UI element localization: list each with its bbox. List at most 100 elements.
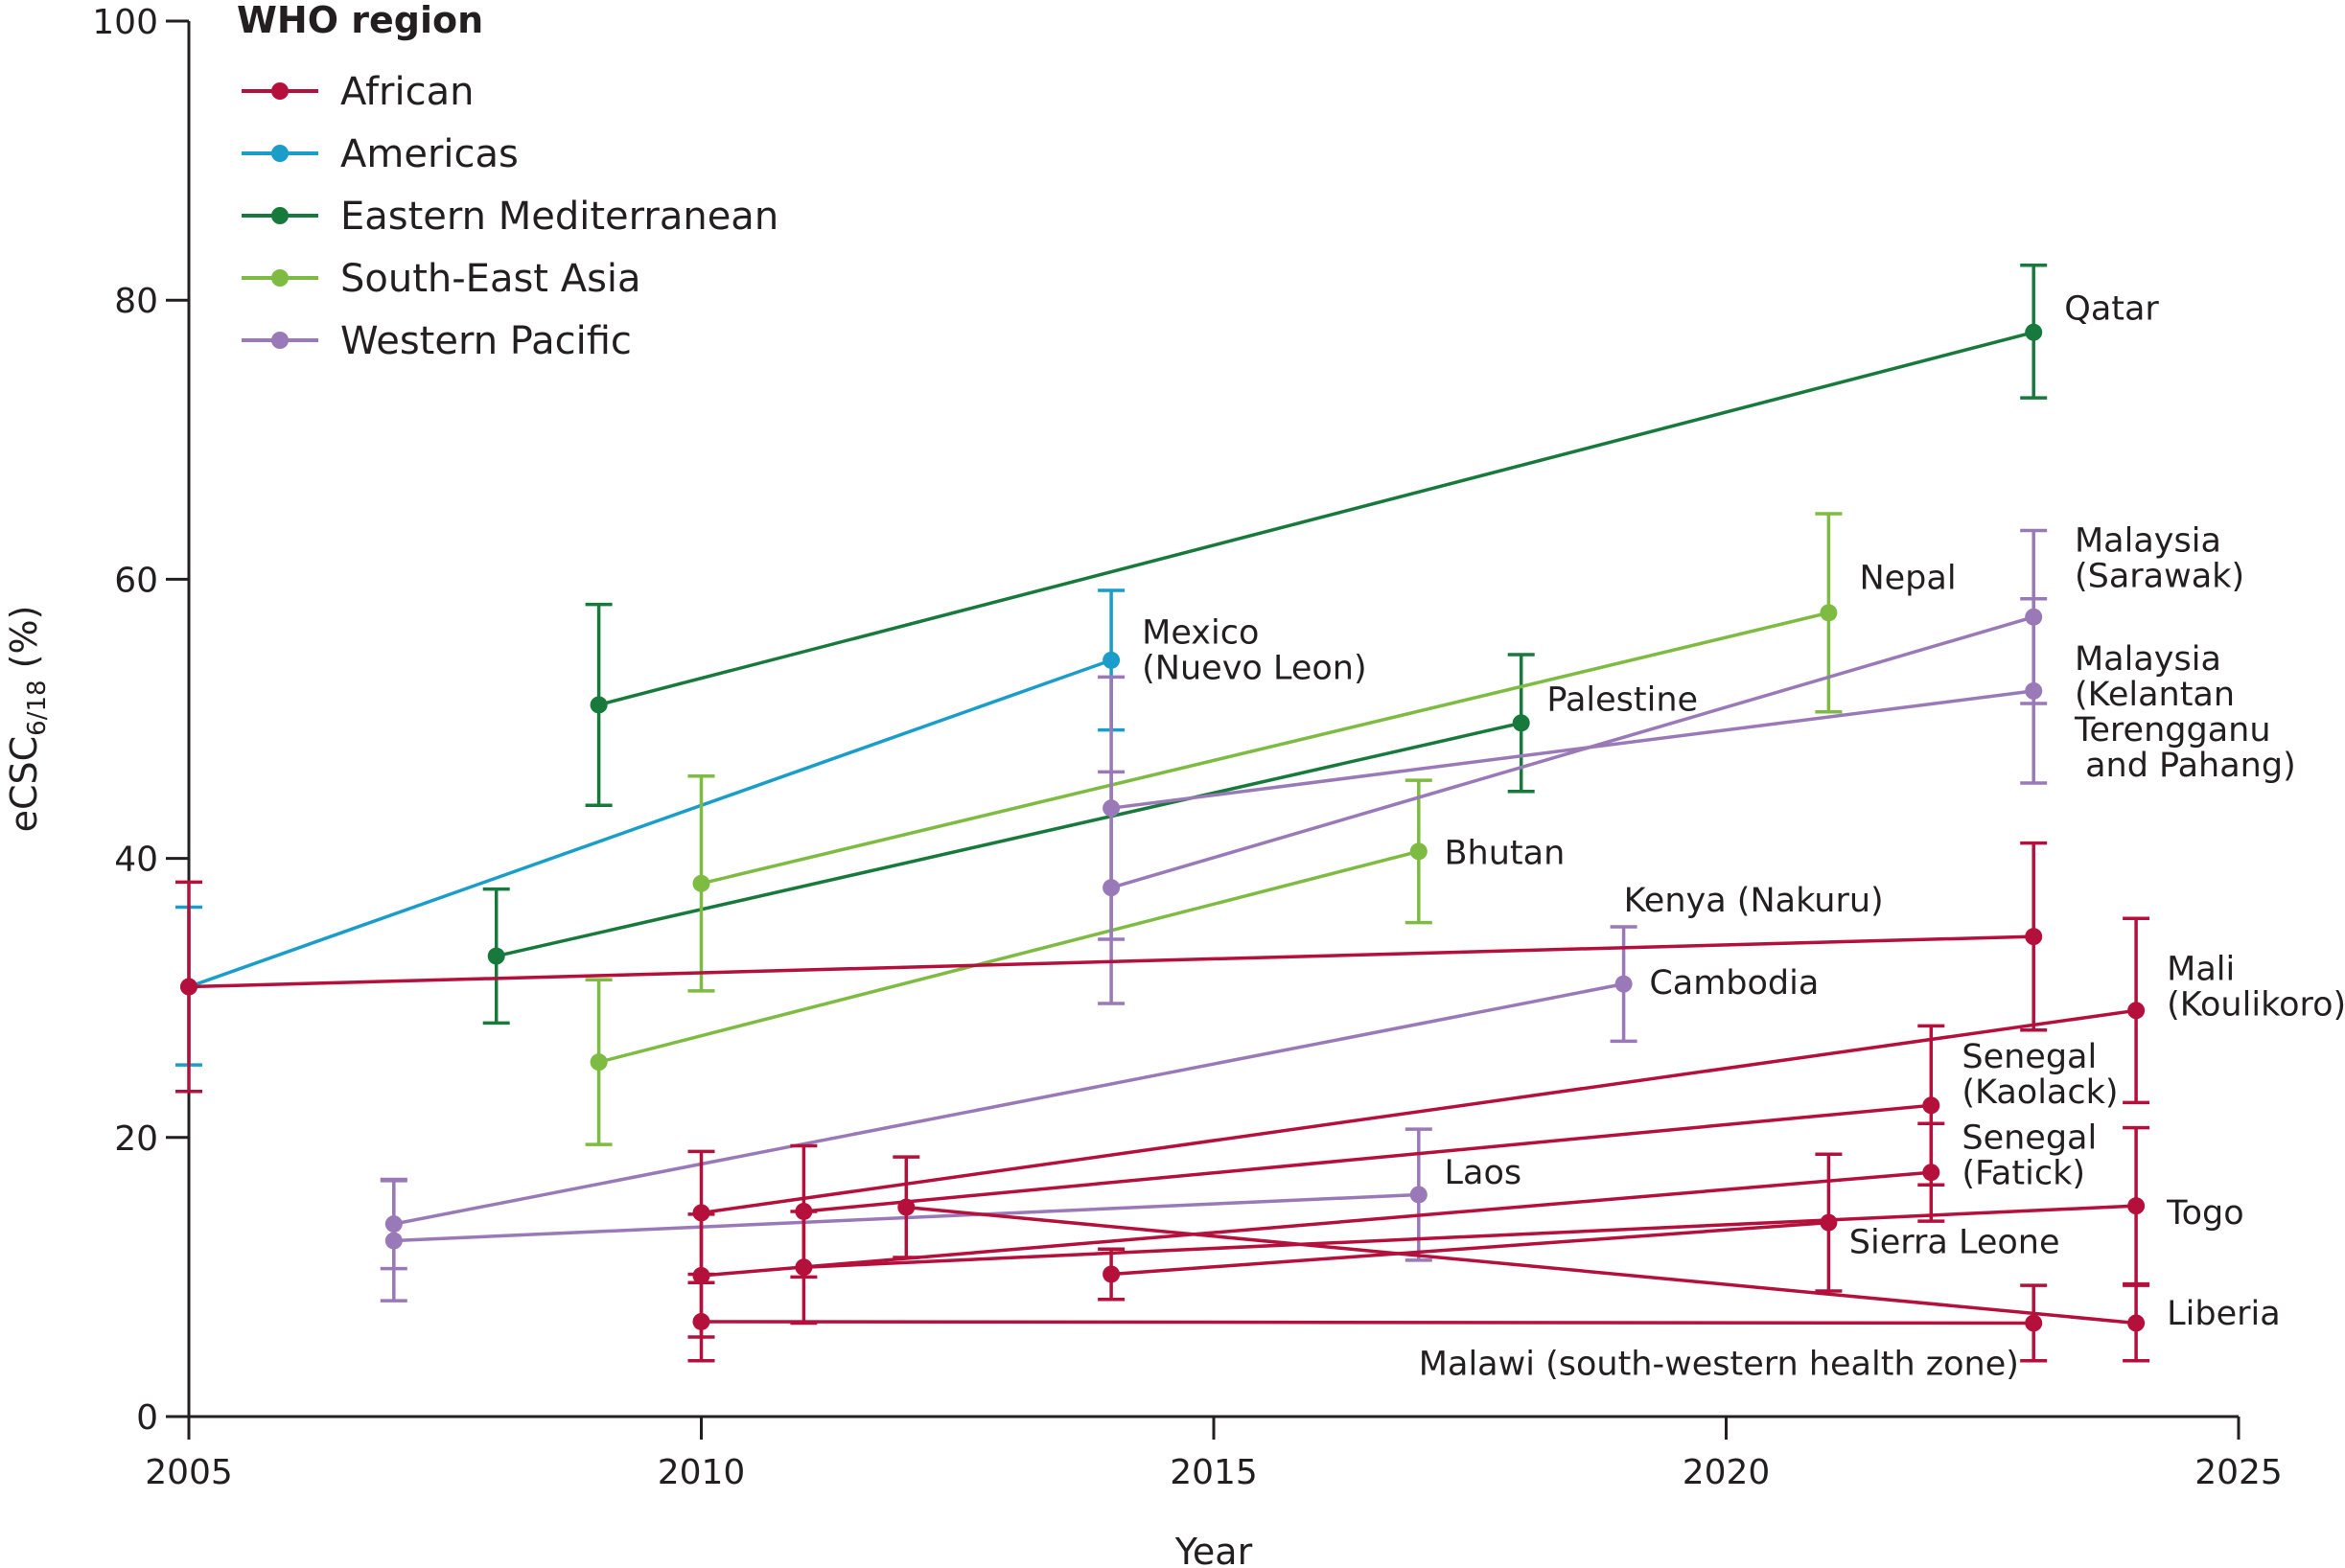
- series: [893, 1155, 2150, 1363]
- country-label: Kenya (Nakuru): [1624, 882, 1884, 920]
- legend-item: Western Pacific: [242, 319, 632, 363]
- data-point: [1512, 714, 1530, 732]
- country-label: Mexico (Nuevo Leon): [1142, 613, 1366, 687]
- data-point: [2127, 1197, 2146, 1215]
- country-label: Laos: [1445, 1154, 1522, 1192]
- country-label-line: Senegal: [1962, 1118, 2097, 1157]
- legend-item: African: [242, 70, 474, 114]
- series: [687, 1121, 1945, 1339]
- country-label: Nepal: [1859, 560, 1956, 598]
- country-label-line: Qatar: [2064, 290, 2159, 329]
- country-label: Sierra Leone: [1849, 1224, 2060, 1262]
- country-label-line: (Kelantan: [2075, 676, 2235, 714]
- legend-swatch-marker: [271, 269, 289, 287]
- data-point: [2127, 1314, 2146, 1332]
- country-label-line: (Nuevo Leon): [1142, 649, 1366, 687]
- legend-swatch-marker: [271, 145, 289, 162]
- y-tick-label: 80: [114, 282, 158, 321]
- legend-item: South-East Asia: [242, 257, 641, 301]
- data-point: [1922, 1096, 1940, 1115]
- series-line: [393, 981, 1624, 1226]
- data-point: [590, 696, 608, 714]
- data-point: [2025, 681, 2043, 700]
- series: [175, 588, 1126, 1067]
- legend-swatch-marker: [271, 332, 289, 349]
- x-tick-label: 2020: [1683, 1453, 1771, 1492]
- y-tick-label: 20: [114, 1119, 158, 1159]
- country-label-line: Mexico: [1142, 613, 1259, 652]
- y-tick-label: 60: [114, 561, 158, 600]
- data-point: [2025, 1314, 2043, 1332]
- country-label-line: Palestine: [1546, 680, 1698, 719]
- y-tick-label: 0: [136, 1398, 158, 1438]
- series-line: [598, 849, 1420, 1064]
- country-label: Senegal (Kaolack): [1962, 1038, 2118, 1112]
- data-point: [180, 978, 197, 996]
- country-label-line: Mali: [2167, 950, 2235, 988]
- country-label-line: Malaysia: [2075, 640, 2221, 679]
- series: [482, 653, 1535, 1026]
- y-axis-title-subscript: 6/18: [23, 680, 52, 735]
- country-label-line: Liberia: [2167, 1295, 2281, 1333]
- series-line: [598, 330, 2034, 707]
- x-tick-label: 2010: [658, 1453, 746, 1492]
- country-label-line: Malawi (south-western health zone): [1419, 1345, 2019, 1383]
- label-layer: Qatar Malaysia (Sarawak) Nepal Mexico (Nuevo …: [1142, 290, 2345, 1384]
- series: [687, 512, 1843, 993]
- legend-title: WHO region: [237, 0, 483, 41]
- x-axis-title: Year: [1174, 1531, 1253, 1568]
- series: [1098, 1152, 1843, 1302]
- country-label-line: Senegal: [1962, 1038, 2097, 1076]
- series-line: [701, 1008, 2137, 1215]
- country-label: Malaysia (Kelantan Terengganu and Pahang): [2074, 640, 2296, 785]
- series: [585, 778, 1432, 1146]
- series-line: [906, 1205, 2137, 1326]
- y-tick-label: 40: [114, 841, 158, 880]
- country-label-line: Sierra Leone: [1849, 1224, 2060, 1262]
- series-layer: [175, 264, 2150, 1363]
- country-label-line: Terengganu: [2074, 711, 2271, 749]
- country-label-line: Bhutan: [1445, 834, 1566, 872]
- country-label-line: (Fatick): [1962, 1154, 2085, 1192]
- legend: WHO region African Americas Eastern Mediter…: [237, 0, 778, 363]
- series: [1098, 597, 2048, 941]
- country-label: Malaysia (Sarawak): [2075, 521, 2244, 595]
- data-point: [590, 1053, 608, 1072]
- data-point: [1409, 1186, 1428, 1204]
- series-line: [1110, 689, 2034, 810]
- data-point: [1103, 1265, 1121, 1283]
- country-label-line: Nepal: [1859, 560, 1956, 598]
- legend-swatch-marker: [271, 82, 289, 100]
- data-point: [692, 1312, 710, 1330]
- legend-label: South-East Asia: [340, 257, 641, 301]
- legend-label: Eastern Mediterranean: [340, 195, 778, 239]
- data-point: [1820, 1213, 1838, 1232]
- series-line: [803, 1204, 2137, 1269]
- country-label: Bhutan: [1445, 834, 1566, 872]
- y-axis-title-unit: (%): [3, 606, 45, 680]
- data-point: [1614, 975, 1633, 993]
- data-point: [1103, 651, 1121, 669]
- country-label: Mali (Koulikoro): [2167, 950, 2345, 1024]
- legend-swatch-marker: [271, 207, 289, 224]
- country-label: Malawi (south-western health zone): [1419, 1345, 2019, 1383]
- x-tick-label: 2005: [145, 1453, 233, 1492]
- series-line: [701, 611, 1829, 886]
- data-point: [897, 1198, 916, 1216]
- legend-item: Eastern Mediterranean: [242, 195, 778, 239]
- data-point: [1922, 1164, 1940, 1182]
- data-point: [692, 1266, 710, 1284]
- data-point: [1103, 799, 1121, 818]
- country-label-line: Malaysia: [2075, 521, 2221, 560]
- country-label-line: (Kaolack): [1962, 1073, 2118, 1112]
- country-label: Senegal (Fatick): [1962, 1118, 2097, 1192]
- series: [585, 264, 2048, 808]
- country-label: Qatar: [2064, 290, 2159, 329]
- country-label-line: (Koulikoro): [2167, 985, 2345, 1024]
- country-label: Palestine: [1546, 680, 1698, 719]
- legend-label: Western Pacific: [340, 319, 632, 363]
- series-line: [701, 1320, 2034, 1326]
- data-point: [2025, 323, 2043, 341]
- country-label: Togo: [2166, 1194, 2243, 1233]
- data-point: [487, 947, 505, 965]
